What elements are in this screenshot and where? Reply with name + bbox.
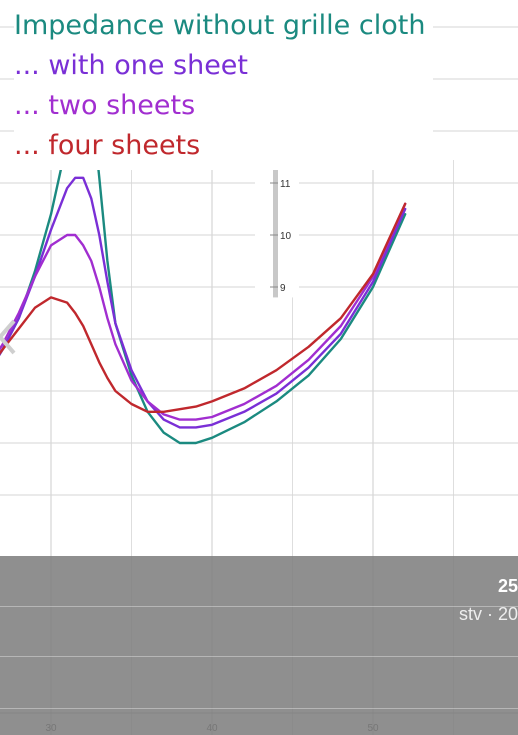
legend-entry-1: ... with one sheet bbox=[14, 50, 249, 81]
overlay-bold-text: 25 bbox=[497, 576, 518, 596]
series-line-2 bbox=[0, 202, 407, 421]
chart-legend: Impedance without grille cloth ... with … bbox=[14, 6, 434, 170]
series-line-3 bbox=[0, 202, 407, 413]
y-tick-label: 10 bbox=[280, 231, 292, 242]
y-tick-label: 11 bbox=[280, 179, 291, 190]
panel-gridline bbox=[0, 708, 518, 709]
legend-entry-3: ... four sheets bbox=[14, 130, 201, 161]
series-line-1 bbox=[0, 176, 407, 429]
overlay-panel: 25 stv · 20 bbox=[0, 556, 518, 735]
chevron-left-icon[interactable] bbox=[0, 317, 18, 357]
series-line-0 bbox=[0, 77, 407, 445]
legend-entry-2: ... two sheets bbox=[14, 90, 196, 121]
overlay-sub-text: stv · 20 bbox=[458, 604, 518, 624]
panel-gridline bbox=[0, 656, 518, 657]
panel-gridline bbox=[0, 606, 518, 607]
legend-entry-0: Impedance without grille cloth bbox=[14, 10, 426, 41]
y-tick-label: 9 bbox=[280, 283, 286, 294]
